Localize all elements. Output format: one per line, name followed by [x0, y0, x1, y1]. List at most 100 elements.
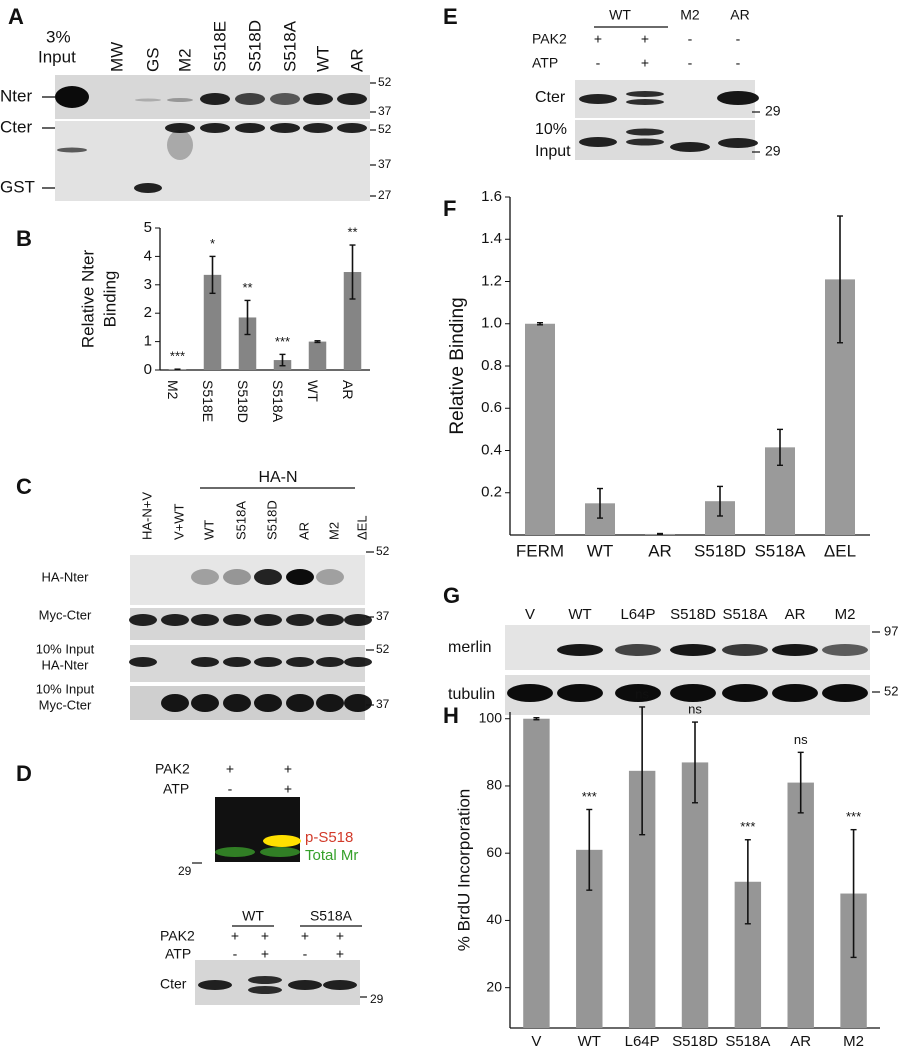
band [161, 614, 189, 626]
annotation: * [210, 236, 215, 251]
panel-letter: H [443, 703, 459, 728]
band [191, 657, 219, 667]
label: 29 [370, 992, 384, 1006]
lane-label: V [525, 606, 535, 623]
band [260, 847, 300, 857]
label: Cter [535, 89, 566, 106]
x-tick-label: AR [790, 1033, 811, 1050]
label: PAK2 [160, 928, 195, 944]
y-tick-label: 1.0 [481, 315, 502, 332]
lane-label: WT [313, 46, 332, 72]
y-tick-label: 1.6 [481, 188, 502, 205]
lane-label: S518D [264, 500, 279, 540]
annotation: *** [275, 334, 290, 349]
label: 97 [884, 623, 898, 638]
band [57, 147, 87, 153]
lane-label: M2 [835, 606, 856, 623]
label: 10% Input [36, 681, 95, 696]
y-tick-label: 80 [486, 777, 502, 793]
label: - [736, 55, 741, 71]
band [235, 123, 265, 133]
label: 37 [376, 697, 390, 711]
x-tick-label: WT [305, 380, 321, 402]
band [254, 657, 282, 667]
bar [523, 718, 550, 1028]
x-tick-label: WT [587, 541, 613, 560]
band [254, 569, 282, 585]
label: Total Mr [305, 847, 358, 864]
bar [343, 272, 362, 370]
label: + [594, 31, 602, 47]
bar [203, 274, 222, 370]
y-axis-label: Relative Binding [447, 297, 468, 434]
label: 29 [765, 103, 781, 119]
label: Input [38, 47, 76, 66]
panel-letter: B [16, 226, 32, 251]
panel-letter: F [443, 196, 456, 221]
label: - [228, 781, 233, 797]
label: 3% [46, 27, 71, 46]
band [286, 614, 314, 626]
label: Cter [160, 976, 187, 992]
x-tick-label: S518D [235, 380, 251, 423]
label: + [226, 761, 234, 777]
band [717, 91, 759, 105]
x-tick-label: S518D [694, 541, 746, 560]
label: PAK2 [532, 31, 567, 47]
band [557, 644, 603, 656]
band [223, 569, 251, 585]
band [303, 93, 333, 105]
x-tick-label: S518A [754, 541, 806, 560]
label: - [596, 55, 601, 71]
band [254, 694, 282, 712]
annotation: ns [635, 686, 649, 701]
label: Myc-Cter [39, 607, 92, 622]
band [191, 569, 219, 585]
band [270, 93, 300, 105]
band [198, 980, 232, 990]
band [579, 94, 617, 104]
blot [130, 555, 365, 605]
band [772, 684, 818, 702]
label: 29 [765, 143, 781, 159]
panel-letter: A [8, 4, 24, 29]
blot [55, 121, 370, 201]
label: Myc-Cter [39, 697, 92, 712]
bar [525, 323, 555, 535]
label: PAK2 [155, 761, 190, 777]
annotation: ns [794, 732, 808, 747]
label: 52 [376, 544, 390, 558]
label: + [261, 928, 269, 944]
band [167, 98, 193, 102]
band [215, 847, 255, 857]
y-tick-label: 100 [479, 709, 503, 725]
label: - [303, 946, 308, 962]
label: - [688, 31, 693, 47]
y-axis-label: % BrdU Incorporation [454, 789, 473, 952]
label: + [336, 946, 344, 962]
y-tick-label: 0.2 [481, 484, 502, 501]
label: HA-N [258, 469, 297, 486]
annotation: *** [582, 789, 597, 804]
panel-letter: E [443, 4, 458, 29]
band [288, 980, 322, 990]
label: 52 [378, 75, 392, 89]
y-axis-label: Binding [100, 271, 119, 328]
y-tick-label: 4 [144, 247, 152, 264]
band [579, 137, 617, 147]
y-tick-label: 20 [486, 978, 502, 994]
band [254, 614, 282, 626]
x-tick-label: FERM [516, 541, 564, 560]
label: M2 [680, 7, 700, 23]
lane-label: AR [296, 522, 311, 540]
band [129, 614, 157, 626]
lane-label: WT [201, 520, 216, 540]
label: p-S518 [305, 829, 353, 846]
band [316, 614, 344, 626]
band [248, 976, 282, 984]
x-tick-label: M2 [843, 1033, 864, 1050]
lane-label: M2 [326, 522, 341, 540]
y-tick-label: 1.2 [481, 272, 502, 289]
bar [787, 782, 814, 1028]
band [626, 99, 664, 105]
